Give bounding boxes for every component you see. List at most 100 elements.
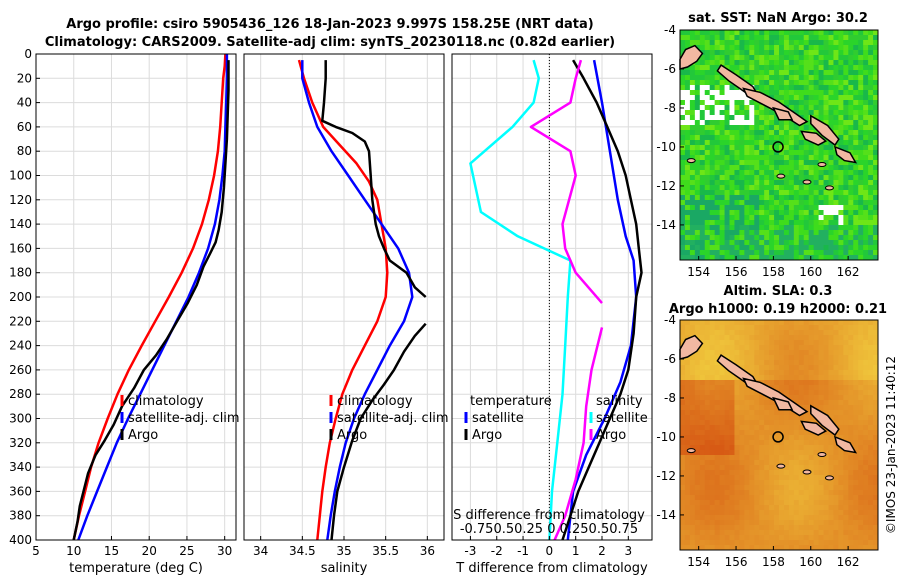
sla-cell: [853, 485, 859, 491]
sst-cell: [754, 200, 760, 206]
sst-cell: [779, 155, 785, 161]
sst-cell: [798, 140, 805, 146]
difference-xlabel: T difference from climatology: [455, 561, 648, 576]
sla-cell: [704, 410, 711, 416]
sst-cell: [798, 45, 805, 51]
sst-cell: [764, 35, 770, 41]
sla-cell: [699, 440, 706, 446]
sst-cell: [798, 240, 805, 246]
sla-cell: [774, 480, 780, 486]
sla-cell: [719, 480, 725, 486]
sla-cell: [764, 495, 770, 501]
sst-cell: [873, 195, 879, 201]
sst-cell: [759, 105, 765, 111]
sla-cell: [818, 375, 824, 381]
sst-cell: [833, 250, 839, 256]
sla-cell: [769, 445, 775, 451]
sla-cell: [843, 420, 849, 426]
sla-cell: [813, 525, 819, 531]
sla-cell: [744, 475, 750, 481]
sst-cell: [734, 60, 740, 66]
sst-cell: [774, 215, 780, 221]
sst-cell: [689, 225, 696, 231]
sla-cell: [798, 475, 805, 481]
sst-cell: [858, 245, 864, 251]
sst-cell: [769, 75, 775, 81]
sla-cell: [714, 370, 720, 376]
sst-cell: [798, 145, 805, 151]
sla-cell: [734, 430, 740, 436]
sst-cell: [853, 145, 859, 151]
sla-cell: [853, 365, 859, 371]
sst-cell: [774, 210, 780, 216]
sla-cell: [729, 525, 735, 531]
sst-cell: [684, 160, 691, 166]
sst-cell: [848, 95, 854, 101]
sla-cell: [779, 450, 785, 456]
sst-cell: [704, 195, 711, 201]
sla-cell: [709, 395, 716, 401]
sla-cell: [680, 425, 686, 431]
sla-cell: [828, 370, 834, 376]
sla-cell: [719, 500, 725, 506]
sst-cell: [719, 50, 725, 56]
sst-cell: [764, 110, 770, 116]
sla-cell: [793, 480, 800, 486]
sst-cell: [779, 180, 785, 186]
sla-cell: [699, 545, 706, 551]
sla-cell: [694, 395, 701, 401]
sst-cell: [749, 220, 755, 226]
sst-cell: [803, 140, 810, 146]
sla-cell: [873, 495, 879, 501]
sla-cell: [764, 360, 770, 366]
sla-cell: [769, 515, 775, 521]
sst-cell: [838, 30, 844, 36]
sla-cell: [788, 320, 795, 326]
sst-cell: [818, 165, 824, 171]
sst-cell: [714, 90, 720, 96]
sst-cell: [724, 200, 730, 206]
sst-cell: [694, 130, 701, 136]
sst-cell: [803, 45, 810, 51]
sla-cell: [863, 420, 869, 426]
sst-cell: [734, 135, 740, 141]
sla-cell: [774, 445, 780, 451]
sst-cell: [759, 135, 765, 141]
sla-cell: [769, 430, 775, 436]
sst-cell: [798, 185, 805, 191]
sst-cell: [734, 85, 740, 91]
sla-cell: [853, 325, 859, 331]
sla-cell: [853, 405, 859, 411]
sst-cell: [689, 205, 696, 211]
sst-cell: [699, 130, 706, 136]
sst-cell: [744, 235, 750, 241]
sla-cell: [868, 385, 874, 391]
sst-cell: [798, 255, 805, 261]
sla-cell: [749, 465, 755, 471]
sst-cell: [774, 230, 780, 236]
sst-cell: [684, 240, 691, 246]
sla-cell: [729, 495, 735, 501]
sla-cell: [868, 415, 874, 421]
sla-cell: [754, 365, 760, 371]
sst-cell: [699, 240, 706, 246]
sla-cell: [783, 425, 790, 431]
sla-cell: [749, 460, 755, 466]
sla-cell: [739, 405, 745, 411]
sla-cell: [704, 540, 711, 546]
sst-cell: [858, 110, 864, 116]
sla-cell: [744, 530, 750, 536]
sst-cell: [759, 160, 765, 166]
sst-cell: [813, 175, 819, 181]
sst-cell: [779, 35, 785, 41]
sla-cell: [793, 375, 800, 381]
sla-cell: [863, 370, 869, 376]
sst-cell: [739, 115, 745, 121]
sst-cell: [769, 240, 775, 246]
sla-cell: [714, 405, 720, 411]
sst-cell: [798, 205, 805, 211]
sla-cell: [853, 490, 859, 496]
sla-cell: [808, 380, 815, 386]
sla-cell: [694, 445, 701, 451]
sst-cell: [838, 85, 844, 91]
